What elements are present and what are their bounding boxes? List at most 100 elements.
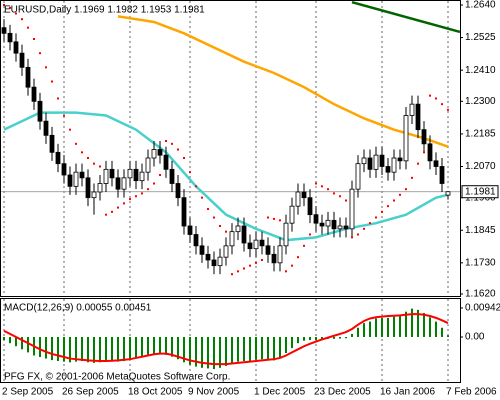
sar-dot [75,142,77,145]
candle-body [265,245,271,255]
sar-dot [411,176,413,179]
sar-dot [333,192,335,195]
candle-body [103,168,109,184]
macd-bar [243,336,245,362]
x-tick-label: 7 Feb 2006 [446,387,497,398]
macd-bar [447,335,449,337]
macd-bar [135,336,137,359]
sar-dot [141,192,143,195]
sar-dot [321,185,323,188]
y-tick-label: 1.2640 [465,0,496,11]
sar-dot [219,225,221,227]
candle-body [379,154,385,167]
sar-dot [87,157,89,159]
candle-body [373,154,379,170]
sar-dot [429,94,431,97]
macd-bar [213,336,215,370]
candle-body [199,245,205,255]
y-tick-label: 1.2300 [465,96,496,107]
x-tick-label: 16 Jan 2006 [380,387,435,398]
sar-dot [351,236,353,239]
macd-y-tick-label: 0.00 [465,332,485,343]
sar-dot [33,38,35,40]
candle-body [223,245,229,258]
sar-dot [375,216,377,219]
candle-body [217,256,223,267]
candle-body [325,219,331,227]
macd-bar [303,336,305,341]
candle-body [295,191,301,207]
candle-body [427,143,433,162]
sar-dot [291,264,293,267]
y-tick-label: 1.2525 [465,32,496,43]
sar-dot [315,182,317,185]
y-tick-label: 1.1730 [465,257,496,268]
macd-bar [405,311,407,337]
sar-dot [309,233,311,236]
sar-dot [63,114,65,117]
macd-bar [423,312,425,337]
sar-dot [159,174,161,176]
macd-signal [3,313,449,366]
x-tick-label: 1 Dec 2005 [254,387,306,398]
macd-bar [291,336,293,349]
sar-dot [201,196,203,199]
macd-bar [399,316,401,337]
macd-bar [333,336,335,339]
chart-title: EURUSD,Daily 1.1969 1.1982 1.1953 1.1981 [4,5,205,16]
candle-body [19,52,25,68]
candle-body [25,66,31,88]
sar-dot [345,199,347,202]
candle-body [409,103,415,116]
moving-average [117,15,449,148]
macd-bar [15,336,17,347]
macd-bar [177,336,179,360]
macd-bar [171,336,173,357]
candle-body [139,171,145,182]
candle-body [157,149,163,156]
sar-dot [369,222,371,225]
sar-dot [177,148,179,151]
sar-dot [135,195,137,198]
macd-bar [339,336,341,339]
macd-panel [0,298,461,383]
sar-dot [267,216,269,219]
macd-bar [21,336,23,350]
candle-body [61,163,67,176]
macd-bar [369,321,371,337]
macd-bar [189,336,191,365]
sar-dot [9,6,11,9]
candle-body [253,239,259,250]
macd-bar [393,316,395,337]
sar-dot [189,171,191,174]
macd-bar [225,336,227,366]
macd-bar [237,336,239,362]
candle-body [289,205,295,224]
sar-dot [327,188,329,191]
candle-body [247,242,253,250]
sar-dot [363,227,365,230]
macd-bar [411,308,413,337]
sar-dot [231,273,233,276]
sar-dot [381,210,383,213]
sar-dot [183,157,185,159]
sar-dot [45,66,47,69]
candle-body [319,222,325,227]
x-tick-label: 18 Oct 2005 [128,387,183,398]
candle-body [13,41,19,54]
candle-body [439,166,445,184]
macd-bar [87,336,89,363]
sar-dot [273,217,275,220]
candle-body [355,163,361,190]
macd-bar [429,317,431,337]
macd-bar [195,336,197,367]
candle-body [313,214,319,224]
sar-dot [153,182,155,185]
sar-dot [393,199,395,202]
sar-dot [195,185,197,188]
macd-bar [387,317,389,337]
macd-bar [45,336,47,359]
candle-body [205,253,211,261]
macd-bar [99,336,101,363]
candle-body [85,177,91,199]
